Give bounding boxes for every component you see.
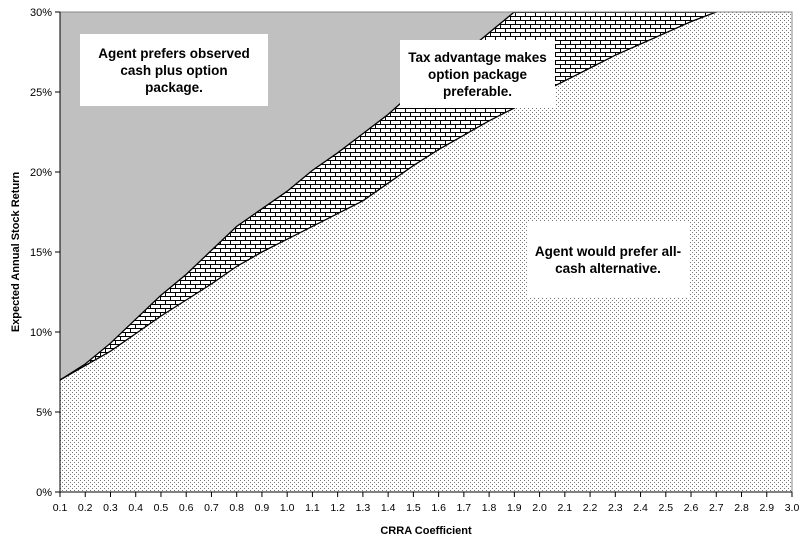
x-tick-label: 0.6 xyxy=(179,502,194,514)
x-tick-label: 2.3 xyxy=(608,502,623,514)
annotation-text-line: cash alternative. xyxy=(555,261,661,276)
x-tick-label: 0.7 xyxy=(204,502,219,514)
annotation-box xyxy=(400,40,555,108)
x-tick-label: 1.7 xyxy=(457,502,472,514)
annotation-text-line: preferable. xyxy=(443,84,512,99)
x-tick-label: 2.0 xyxy=(532,502,547,514)
x-tick-label: 1.8 xyxy=(482,502,497,514)
annotation-text-line: package. xyxy=(145,80,203,95)
x-tick-label: 2.4 xyxy=(633,502,648,514)
y-tick-label: 15% xyxy=(30,247,52,259)
x-tick-label: 1.0 xyxy=(280,502,295,514)
x-tick-label: 1.5 xyxy=(406,502,421,514)
annotation-text-line: Agent prefers observed xyxy=(98,46,250,61)
annotation-top-left: Agent prefers observed cash plus option pa… xyxy=(80,34,268,106)
y-tick-label: 5% xyxy=(36,407,52,419)
y-tick-label: 25% xyxy=(30,87,52,99)
annotation-text-line: option package xyxy=(428,67,528,82)
annotation-text-line: Tax advantage makes xyxy=(408,50,547,65)
x-tick-label: 0.5 xyxy=(154,502,169,514)
x-axis-label: CRRA Coefficient xyxy=(380,525,472,537)
x-tick-label: 2.1 xyxy=(558,502,573,514)
x-tick-label: 1.6 xyxy=(431,502,446,514)
annotation-box xyxy=(80,34,268,106)
annotations-layer: Agent prefers observed cash plus option pa… xyxy=(80,34,689,297)
annotation-text-line: cash plus option xyxy=(120,63,227,78)
x-tick-label: 1.4 xyxy=(381,502,396,514)
region-all-cash xyxy=(60,12,792,492)
x-tick-label: 2.9 xyxy=(759,502,774,514)
annotation-lower-right: Agent would prefer all-cash alternative. xyxy=(527,222,689,297)
x-tick-label: 1.2 xyxy=(330,502,345,514)
y-tick-label: 30% xyxy=(30,7,52,19)
x-tick-label: 2.2 xyxy=(583,502,598,514)
x-tick-label: 2.5 xyxy=(658,502,673,514)
y-tick-label: 20% xyxy=(30,167,52,179)
x-tick-label: 2.6 xyxy=(684,502,699,514)
axes-layer: 0% 5% 10% 15% 20% 25% 30% 0.1 0.2 0.3 0.4 0.5 0.6 0.7… xyxy=(10,7,799,537)
x-tick-label: 3.0 xyxy=(785,502,800,514)
x-tick-label: 0.1 xyxy=(53,502,68,514)
x-tick-label: 1.9 xyxy=(507,502,522,514)
x-tick-label: 0.4 xyxy=(128,502,143,514)
y-tick-label: 10% xyxy=(30,327,52,339)
x-tick-label: 1.3 xyxy=(356,502,371,514)
y-tick-label: 0% xyxy=(36,487,52,499)
series-line-lower-boundary xyxy=(59,11,717,381)
x-tick-label: 0.8 xyxy=(229,502,244,514)
y-axis-label: Expected Annual Stock Return xyxy=(10,172,22,333)
x-tick-label: 0.3 xyxy=(103,502,118,514)
x-tick-label: 2.8 xyxy=(734,502,749,514)
annotation-text-line: Agent would prefer all- xyxy=(535,244,681,259)
annotation-middle: Tax advantage makes option package prefera… xyxy=(400,40,555,108)
x-tick-label: 1.1 xyxy=(305,502,320,514)
annotation-box xyxy=(527,222,689,297)
x-tick-label: 0.9 xyxy=(255,502,270,514)
x-tick-label: 0.2 xyxy=(78,502,93,514)
x-tick-label: 2.7 xyxy=(709,502,724,514)
